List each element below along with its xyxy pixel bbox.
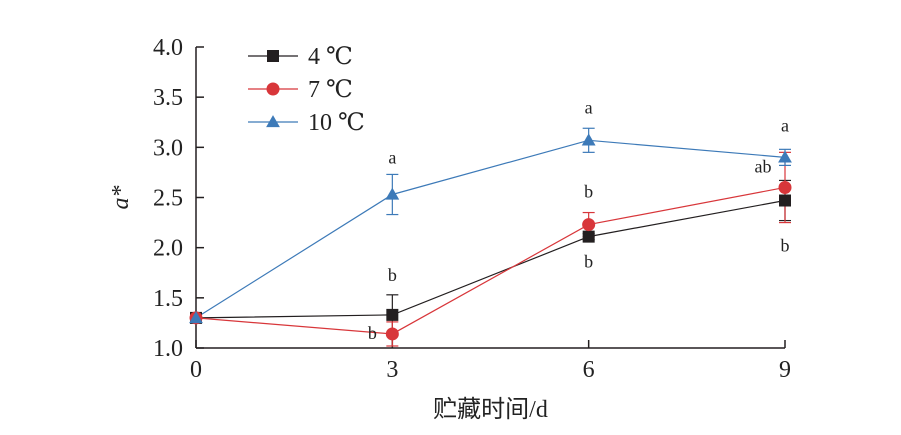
y-tick-label: 3.0 (153, 135, 183, 161)
significance-label: a (585, 97, 593, 117)
data-point (778, 180, 792, 194)
y-axis-title: a* (108, 186, 134, 210)
y-tick-label: 3.5 (153, 85, 183, 111)
legend-label: 4 ℃ (308, 44, 353, 70)
axes: 1.0 1.5 2.0 2.5 3.0 3.5 4.0 0 3 6 9 (153, 35, 791, 383)
series-2 (190, 127, 791, 321)
legend-label: 10 ℃ (308, 110, 365, 136)
data-point (581, 133, 596, 146)
significance-label: b (368, 323, 377, 343)
significance-label: a (388, 147, 396, 167)
x-tick-label: 3 (386, 357, 398, 383)
y-tick-label: 1.0 (153, 336, 183, 362)
x-tick-label: 9 (779, 357, 791, 383)
y-tick-label: 2.5 (153, 186, 183, 212)
legend-marker (266, 115, 280, 128)
x-axis-title: 贮藏时间/d (433, 396, 548, 423)
x-tick-label: 0 (190, 357, 202, 383)
data-point (386, 308, 399, 321)
y-tick-label: 2.0 (153, 236, 183, 262)
significance-label: ab (755, 156, 772, 176)
data-point (582, 218, 596, 232)
data-point (582, 230, 595, 243)
y-tick-label: 1.5 (153, 286, 183, 312)
legend-label: 7 ℃ (308, 77, 353, 103)
significance-label: b (584, 252, 593, 272)
significance-label: a (781, 115, 789, 135)
significance-label: b (781, 236, 790, 256)
x-tick-label: 6 (583, 357, 595, 383)
significance-label: b (584, 182, 593, 202)
series-layer (189, 127, 792, 347)
legend-item: 7 ℃ (248, 77, 353, 103)
data-point (778, 150, 792, 163)
data-point (385, 187, 400, 200)
legend-marker (266, 82, 280, 96)
series-markers-2 (189, 133, 792, 324)
y-tick-label: 4.0 (153, 35, 183, 61)
legend: 4 ℃ 7 ℃ 10 ℃ (248, 44, 365, 136)
legend-item: 10 ℃ (248, 110, 365, 136)
series-markers-0 (190, 194, 791, 324)
data-point (189, 311, 203, 324)
data-point (385, 327, 399, 341)
significance-labels: b b b b b ab a a a (368, 97, 790, 343)
series-line (195, 199, 786, 319)
data-point (779, 194, 791, 207)
series-line (195, 139, 786, 319)
series-line (195, 186, 786, 335)
legend-item: 4 ℃ (248, 44, 353, 70)
legend-marker (267, 50, 279, 62)
significance-label: b (388, 265, 397, 285)
